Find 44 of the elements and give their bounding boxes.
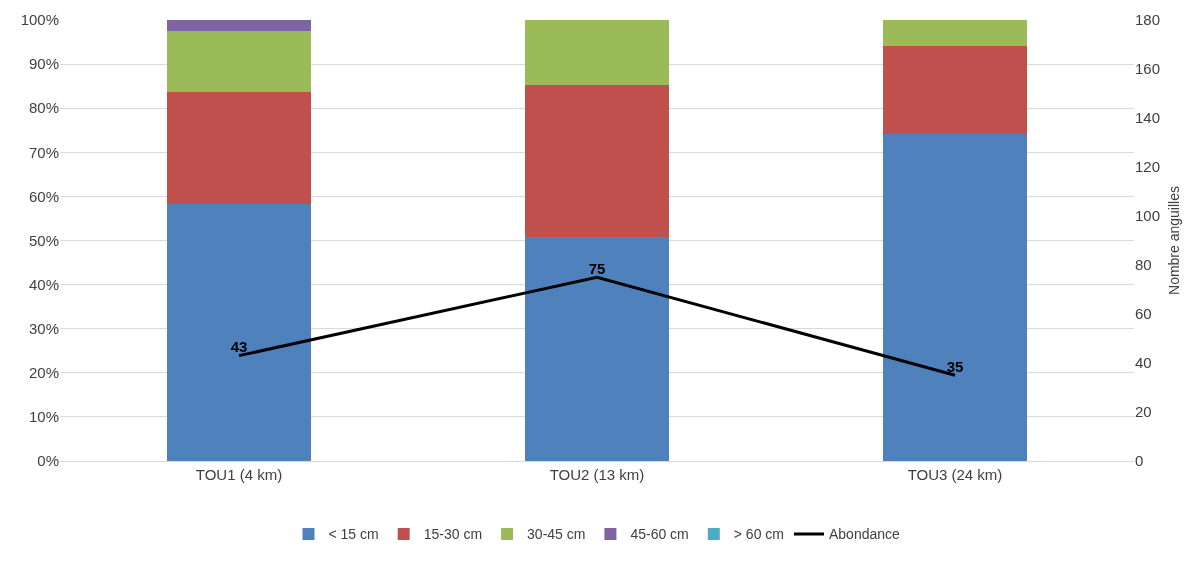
y2-tick-label: 140: [1135, 109, 1161, 127]
bar: [883, 46, 1027, 134]
y2-tick-label: 100: [1135, 207, 1161, 225]
y2-tick-label: 180: [1135, 11, 1161, 29]
bar: [167, 203, 311, 461]
y-tick-label: 80%: [28, 99, 59, 117]
y-tick-label: 30%: [28, 319, 59, 337]
x-tick-label: TOU1 (4 km): [195, 466, 283, 483]
y-tick-label: 40%: [28, 275, 59, 293]
y2-tick-label: 120: [1135, 158, 1161, 176]
y-tick-label: 0%: [37, 452, 59, 470]
bar: [883, 133, 1027, 461]
legend-label: 30-45 cm: [527, 526, 586, 543]
y2-tick-label: 160: [1135, 60, 1161, 78]
legend-label: > 60 cm: [733, 526, 784, 543]
bar: [167, 92, 311, 204]
legend-label: < 15 cm: [328, 526, 379, 543]
legend-label: Abondance: [828, 526, 901, 543]
bar: [883, 20, 1027, 47]
x-tick-label: TOU2 (13 km): [549, 466, 645, 483]
y-tick-label: 60%: [28, 187, 59, 205]
data-label: 35: [946, 357, 964, 375]
y-tick-label: 70%: [28, 143, 59, 161]
bar: [525, 20, 669, 85]
x-tick-label: TOU3 (24 km): [907, 466, 1003, 483]
y-tick-label: 100%: [20, 11, 59, 29]
y2-tick-label: 60: [1135, 305, 1152, 323]
y2-tick-label: 0: [1135, 452, 1144, 470]
y-tick-label: 50%: [28, 231, 59, 249]
y2-tick-label: 40: [1135, 354, 1152, 372]
y2-tick-label: 20: [1135, 403, 1152, 421]
bar: [525, 84, 669, 237]
y2-tick-label: 80: [1135, 256, 1152, 274]
legend-label: 15-30 cm: [423, 526, 483, 543]
bar: [525, 236, 669, 461]
bar: [167, 30, 311, 93]
y-tick-label: 90%: [28, 55, 59, 73]
y2-axis-title: Nombre anguilles: [1166, 186, 1182, 295]
legend-label: 45-60 cm: [630, 526, 689, 543]
y-tick-label: 20%: [28, 364, 59, 382]
bar: [167, 20, 311, 31]
data-label: 43: [230, 337, 248, 355]
y-tick-label: 10%: [28, 408, 59, 426]
data-label: 75: [588, 259, 606, 277]
